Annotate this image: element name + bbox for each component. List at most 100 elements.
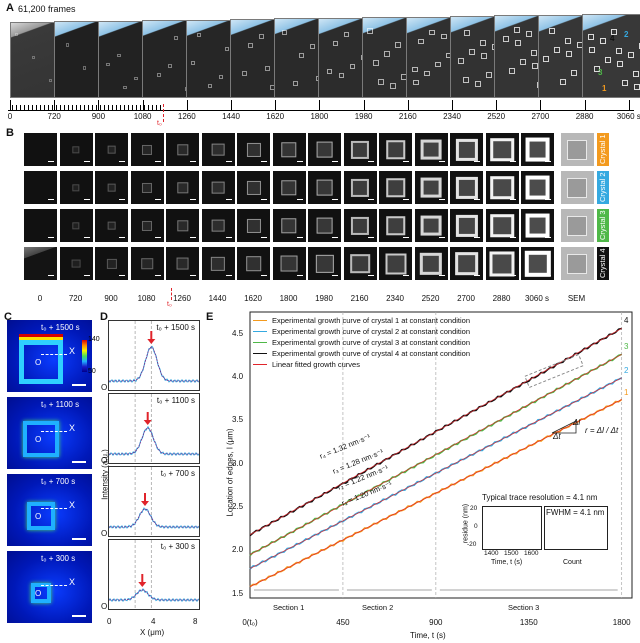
grid-time-label: 1800 [279, 294, 298, 303]
crystal-square [281, 217, 297, 234]
intensity-profile: t₀ + 700 s [108, 466, 200, 537]
crystal-spot [242, 71, 247, 76]
scale-bar [367, 198, 374, 200]
crystal-spot [435, 61, 441, 68]
scale-bar [474, 274, 480, 276]
crystal-spot [565, 37, 571, 44]
legend-label: Linear fitted growth curves [272, 360, 360, 369]
scale-bar [367, 274, 374, 276]
panel-a-letter: A [6, 2, 14, 14]
crystal-frame [414, 171, 448, 204]
crystal-spot [622, 80, 628, 86]
crystal-square [316, 141, 333, 158]
panel-d-letter: D [100, 311, 108, 323]
sem-image [560, 209, 594, 242]
legend-item-crystal-3: Experimental growth curve of crystal 3 a… [253, 337, 470, 348]
crystal-row-tag: Crystal 2 [596, 171, 609, 204]
crystal-spot [628, 52, 634, 58]
inset-ytick-0: 20 [470, 505, 478, 512]
grid-time-label: SEM [567, 294, 586, 303]
crystal-square [524, 250, 551, 277]
crystal-frame [485, 171, 519, 204]
inset-xlabel: Time, t (s) [491, 559, 523, 566]
scale-bar [332, 274, 338, 276]
crystal-square [385, 139, 406, 160]
crystal-frame [343, 209, 377, 242]
crystal-spot [248, 43, 253, 48]
crystal-square [211, 143, 225, 156]
crystal-heat-square [27, 502, 55, 530]
profile-fit [109, 589, 199, 601]
origin-label: O [101, 529, 108, 538]
crystal-square [141, 257, 153, 270]
crystal-square [176, 181, 189, 194]
crystal-spot [219, 74, 224, 79]
crystal-frame [166, 247, 199, 280]
legend-item-crystal-1: Experimental growth curve of crystal 1 a… [253, 315, 470, 326]
crystal-square [211, 219, 225, 232]
heatmap-tile: t₀ + 1500 s X O [7, 320, 92, 392]
crystal-spot [412, 66, 418, 73]
timeline-tick-label: 2340 [443, 112, 461, 121]
minor-tick [128, 105, 129, 110]
scale-bar [225, 274, 232, 276]
crystal-frame [59, 133, 93, 166]
scale-bar [296, 198, 303, 200]
crystal-spot [15, 33, 18, 36]
scale-bar [119, 274, 125, 276]
scale-bar [154, 236, 161, 238]
crystal-spot [554, 46, 560, 53]
timeline-major-tick [231, 100, 232, 110]
timeline-tick-label: 2520 [487, 112, 506, 121]
crystal-frame [521, 171, 554, 204]
minor-tick [20, 105, 21, 110]
timeline-major-tick [496, 100, 498, 110]
crystal-frame [521, 247, 554, 280]
scale-bar [403, 236, 409, 238]
y-tick-label: 1.5 [232, 588, 244, 598]
curve-id-label: 2 [624, 365, 629, 375]
crystal-square [141, 144, 153, 155]
profile-line [41, 431, 67, 432]
grid-time-label: 720 [68, 294, 83, 303]
sem-crystal [567, 139, 587, 160]
crystal-frame [379, 133, 412, 166]
crystal-spot [549, 27, 555, 34]
crystal-frame [414, 133, 448, 166]
crystal-square [525, 213, 550, 238]
grid-time-label: 1980 [315, 294, 333, 303]
crystal-spot [327, 68, 333, 75]
crystal-frame [343, 247, 377, 280]
crystal-spot [413, 79, 419, 86]
origin-label: O [35, 435, 42, 444]
timeline-major-tick [452, 100, 453, 110]
resolution-note: Typical trace resolution = 4.1 nm [482, 493, 598, 502]
heatmap-tile: t₀ + 700 s X O [7, 474, 92, 546]
scale-bar [367, 160, 374, 162]
minor-tick [64, 105, 65, 110]
crystal-square [455, 138, 478, 161]
timeline-b-labels: 0 720 900 1080 1260 1440 1620 1800 1980 2160 2340 2… [0, 294, 640, 306]
panel-d-ylabel: Intensity (a.u.) [100, 449, 110, 500]
crystal-frame [308, 133, 341, 166]
crystal-frame [379, 171, 412, 204]
scale-bar [119, 198, 125, 200]
scale-bar [509, 160, 516, 162]
legend-item-crystal-2: Experimental growth curve of crystal 2 a… [253, 326, 470, 337]
crystal-frame [95, 133, 128, 166]
colorbar [82, 340, 87, 372]
crystal-frame [521, 133, 554, 166]
inset-xtick-0: 1400 [484, 550, 499, 557]
crystal-frame [59, 247, 93, 280]
crystal-spot [616, 48, 622, 54]
minor-tick [76, 105, 77, 110]
scale-bar [154, 160, 161, 162]
crystal-square [490, 213, 514, 238]
inset-ytick-1: 0 [474, 523, 478, 530]
scale-bar [509, 274, 516, 276]
scale-bar [119, 236, 125, 238]
timeline-major-tick [98, 100, 100, 110]
crystal-frame [272, 247, 306, 280]
crystal-square [420, 215, 442, 236]
